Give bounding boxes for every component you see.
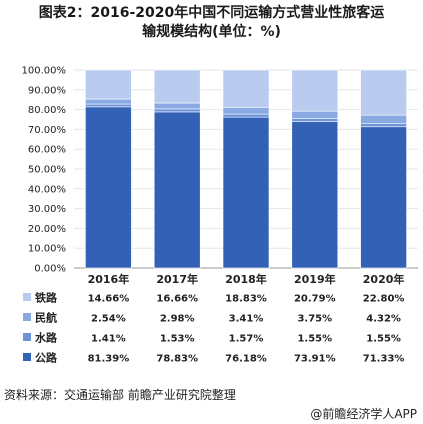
- row-label: 铁路: [35, 291, 58, 305]
- data-label: 1.55%: [297, 334, 332, 345]
- x-axis-ticks: 2016年 2017年 2018年 2019年 2020年: [88, 272, 405, 286]
- bar-segment: [291, 121, 339, 269]
- y-tick-label: 90.00%: [28, 85, 66, 96]
- row-label: 水路: [35, 331, 58, 345]
- data-label: 1.57%: [229, 334, 264, 345]
- bar-segment: [360, 126, 407, 269]
- data-label: 1.41%: [91, 334, 126, 345]
- bar-segment: [291, 118, 339, 122]
- bar-segment: [222, 116, 270, 269]
- bar-segment: [222, 107, 270, 115]
- row-label: 公路: [35, 351, 58, 365]
- x-tick-label: 2020年: [363, 272, 405, 286]
- bars: [85, 69, 407, 269]
- bar-segment: [153, 108, 201, 113]
- data-label: 4.32%: [366, 314, 401, 325]
- y-tick-label: 80.00%: [28, 105, 66, 116]
- source-note: 资料来源：交通运输部 前瞻产业研究院整理: [4, 388, 236, 402]
- bar-segment: [153, 69, 201, 104]
- bar-segment: [85, 103, 132, 108]
- row-label: 民航: [35, 311, 57, 325]
- chart-title-line-2: 输规模结构(单位：%): [142, 24, 281, 40]
- bar-segment: [153, 102, 201, 110]
- bar-segment: [360, 69, 407, 116]
- data-label: 22.80%: [363, 294, 405, 305]
- brand-credit: @前瞻经济学人APP: [310, 407, 417, 421]
- bar-segment: [360, 123, 407, 128]
- data-label: 18.83%: [225, 294, 267, 305]
- data-label: 78.83%: [156, 354, 198, 365]
- y-tick-label: 10.00%: [28, 244, 66, 255]
- bar-segment: [291, 69, 339, 112]
- data-label: 2.54%: [91, 314, 126, 325]
- y-tick-label: 30.00%: [28, 204, 66, 215]
- bar-segment: [360, 114, 407, 124]
- data-label: 2.98%: [160, 314, 195, 325]
- data-label: 1.55%: [366, 334, 401, 345]
- data-label: 81.39%: [88, 354, 130, 365]
- data-label: 14.66%: [88, 294, 130, 305]
- x-tick-label: 2016年: [88, 272, 130, 286]
- y-tick-label: 0.00%: [34, 264, 66, 275]
- bar-segment: [291, 110, 339, 119]
- legend-swatch: [23, 313, 31, 321]
- data-label: 16.66%: [156, 294, 198, 305]
- x-tick-label: 2017年: [156, 272, 198, 286]
- y-tick-label: 20.00%: [28, 224, 66, 235]
- x-tick-label: 2018年: [225, 272, 267, 286]
- bar-segment: [222, 69, 270, 108]
- x-tick-label: 2019年: [294, 272, 336, 286]
- bar-segment: [85, 106, 132, 269]
- y-axis-ticks: 0.00% 10.00% 20.00% 30.00% 40.00% 50.00% 60.00…: [22, 66, 67, 275]
- data-label: 1.53%: [160, 334, 195, 345]
- data-label: 73.91%: [294, 354, 336, 365]
- chart-title: 图表2：2016-2020年中国不同运输方式营业性旅客运 输规模结构(单位：%): [0, 4, 423, 42]
- legend-swatch: [23, 333, 31, 341]
- bar-segment: [153, 111, 201, 269]
- y-tick-label: 40.00%: [28, 184, 66, 195]
- data-label: 3.41%: [229, 314, 264, 325]
- chart-title-line-1: 图表2：2016-2020年中国不同运输方式营业性旅客运: [38, 5, 385, 21]
- y-tick-label: 60.00%: [28, 145, 66, 156]
- legend-swatch: [23, 293, 31, 301]
- bar-segment: [222, 113, 270, 118]
- y-tick-label: 70.00%: [28, 125, 66, 136]
- bar-segment: [85, 98, 132, 105]
- data-label: 71.33%: [363, 354, 405, 365]
- legend-swatch: [23, 353, 31, 361]
- data-label: 3.75%: [297, 314, 332, 325]
- bar-segment: [85, 69, 132, 100]
- data-label: 76.18%: [225, 354, 267, 365]
- data-table: 铁路 14.66% 16.66% 18.83% 20.79% 22.80% 民航 2.54% 2…: [23, 291, 404, 365]
- y-tick-label: 100.00%: [22, 66, 67, 77]
- y-tick-label: 50.00%: [28, 165, 66, 176]
- data-label: 20.79%: [294, 294, 336, 305]
